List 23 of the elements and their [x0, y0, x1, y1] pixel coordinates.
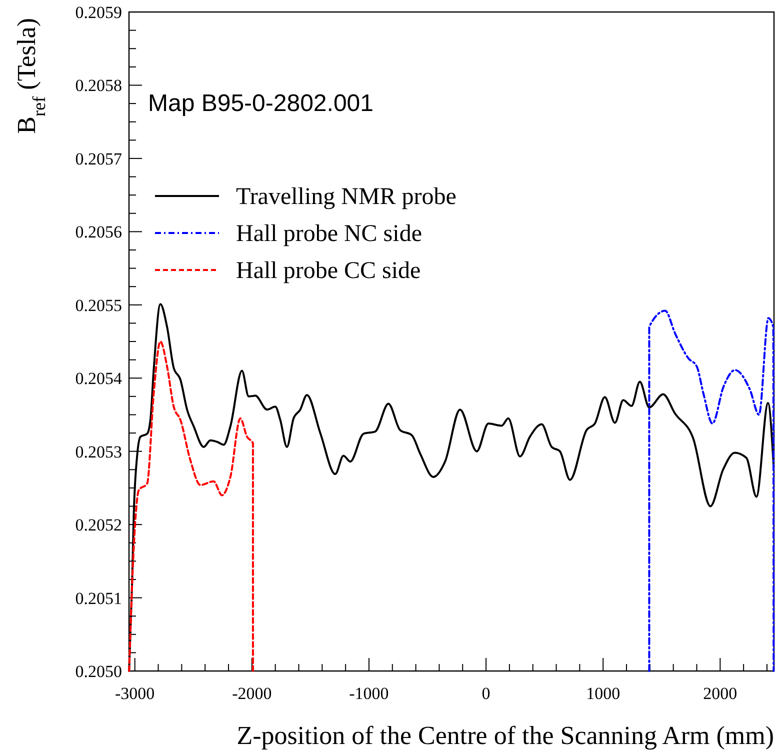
- legend-label: Hall probe NC side: [236, 221, 422, 247]
- y-tick-label: 0.2052: [75, 516, 122, 535]
- x-tick-label: 0: [482, 684, 490, 703]
- y-tick-label: 0.2058: [75, 76, 122, 96]
- y-tick-label: 0.2050: [75, 662, 122, 681]
- x-tick-label: -3000: [115, 684, 155, 703]
- y-tick-label: 0.2054: [75, 369, 122, 388]
- line-series: [128, 340, 254, 672]
- y-tick-label: 0.2056: [75, 222, 122, 242]
- legend-label: Travelling NMR probe: [236, 184, 456, 210]
- x-tick-label: -2000: [232, 684, 272, 703]
- x-tick-label: 2000: [703, 684, 738, 703]
- x-tick-label: -1000: [349, 684, 389, 703]
- legend-label: Hall probe CC side: [236, 258, 421, 284]
- line-series: [648, 310, 775, 672]
- y-tick-label: 0.2059: [75, 3, 122, 22]
- annotation: Map B95-0-2802.001: [148, 90, 374, 117]
- y-tick-label: 0.2057: [75, 149, 122, 168]
- x-tick-label: 1000: [586, 684, 620, 703]
- y-tick-label: 0.2055: [75, 296, 122, 315]
- x-axis-title: Z-position of the Centre of the Scanning Arm (mm): [236, 721, 774, 750]
- y-tick-label: 0.2053: [75, 442, 122, 462]
- y-tick-label: 0.2051: [75, 588, 122, 608]
